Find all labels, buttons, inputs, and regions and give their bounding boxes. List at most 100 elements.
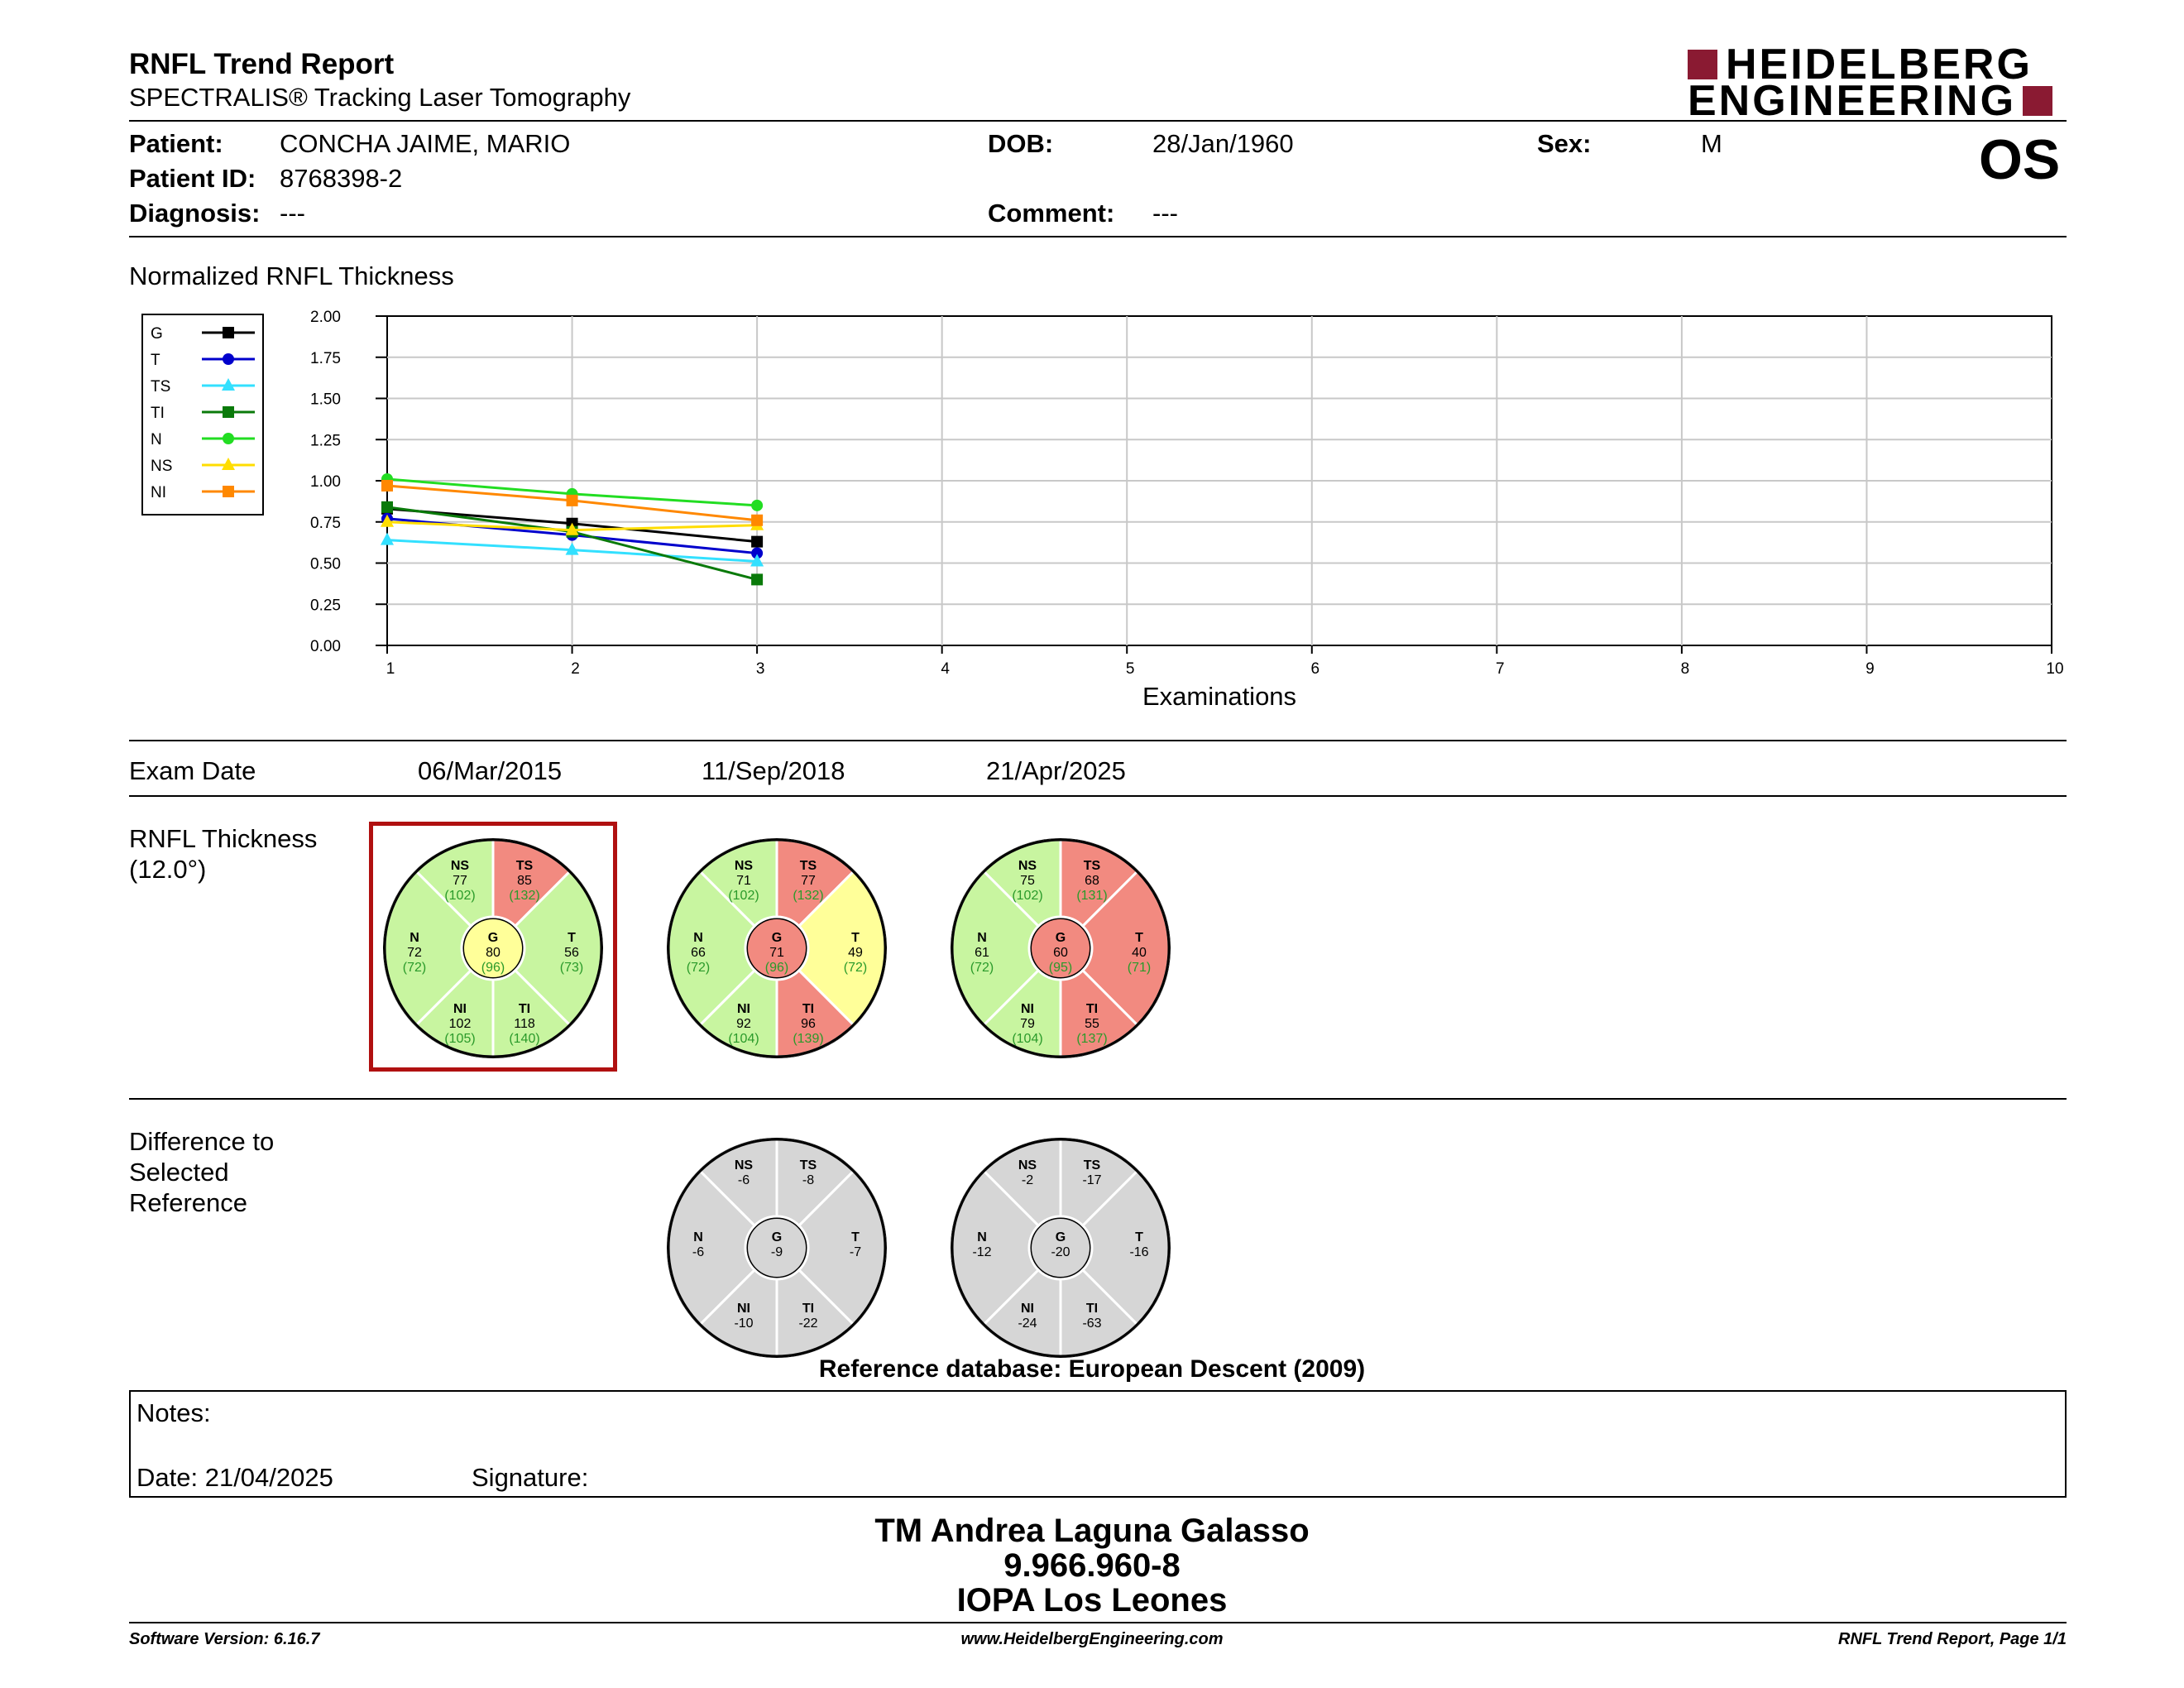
report-title: RNFL Trend Report xyxy=(129,48,395,80)
legend-marker-ns xyxy=(222,458,235,470)
rnfl-circle-2: NS71(102)TS77(132)N66(72)T49(72)NI92(104… xyxy=(667,838,887,1058)
y-tick-label: 1.50 xyxy=(310,391,341,409)
legend-label-n: N xyxy=(151,431,162,448)
sector-value-t: -7 xyxy=(850,1245,861,1259)
sector-normative-ni: (104) xyxy=(728,1032,759,1046)
notes-label: Notes: xyxy=(136,1398,211,1427)
sector-value-ni: -24 xyxy=(1018,1316,1037,1331)
divider xyxy=(129,1098,2067,1100)
sector-label-ns: NS xyxy=(451,859,470,873)
sector-g xyxy=(1032,1219,1090,1277)
sector-value-t: 56 xyxy=(564,946,579,960)
sector-normative-n: (72) xyxy=(403,961,426,975)
sector-value-ns: 77 xyxy=(453,874,467,888)
sex-value: M xyxy=(1701,129,1722,158)
sector-g xyxy=(1032,919,1090,977)
divider xyxy=(129,740,2067,741)
x-tick-label: 5 xyxy=(1126,660,1135,678)
sector-value-n: 72 xyxy=(407,946,422,960)
sector-label-n: N xyxy=(410,931,419,945)
sector-label-n: N xyxy=(693,931,703,945)
sector-label-t: T xyxy=(568,931,576,945)
sector-value-ts: 68 xyxy=(1085,874,1099,888)
circle-border xyxy=(667,1138,887,1358)
legend-marker-t xyxy=(223,353,234,365)
legend-marker-ni xyxy=(223,486,234,497)
sector-value-ti: -22 xyxy=(798,1316,817,1331)
point-n xyxy=(751,499,764,511)
sector-label-ni: NI xyxy=(737,1002,750,1016)
sector-value-ni: -10 xyxy=(734,1316,753,1331)
website-link[interactable]: www.HeidelbergEngineering.com xyxy=(960,1630,1224,1648)
y-tick-label: 0.50 xyxy=(310,556,341,573)
sector-value-n: -6 xyxy=(692,1245,704,1259)
legend-label-ni: NI xyxy=(151,484,166,501)
sector-label-g: G xyxy=(1056,931,1066,945)
circle-border xyxy=(951,1138,1171,1358)
circle-border xyxy=(667,838,887,1058)
x-tick-label: 4 xyxy=(941,660,950,678)
x-tick-label: 7 xyxy=(1496,660,1505,678)
diagnosis-label: Diagnosis: xyxy=(129,199,261,228)
patient-value: CONCHA JAIME, MARIO xyxy=(280,129,571,158)
sector-label-g: G xyxy=(488,931,498,945)
sector-label-t: T xyxy=(851,931,860,945)
sector-value-t: 40 xyxy=(1132,946,1147,960)
patient-id-label: Patient ID: xyxy=(129,164,256,193)
sector-normative-g: (96) xyxy=(765,961,788,975)
divider xyxy=(129,236,2067,237)
legend-label-ns: NS xyxy=(151,458,172,475)
sector-value-ns: 75 xyxy=(1020,874,1035,888)
sector-value-t: 49 xyxy=(848,946,863,960)
y-tick-label: 1.25 xyxy=(310,432,341,449)
chart-title: Normalized RNFL Thickness xyxy=(129,261,454,290)
legend-marker-ts xyxy=(222,378,235,391)
logo-line2: ENGINEERING xyxy=(1688,77,2017,125)
y-tick-label: 1.75 xyxy=(310,350,341,367)
point-ti xyxy=(381,501,393,513)
point-ns xyxy=(381,514,394,527)
sector-label-ni: NI xyxy=(453,1002,467,1016)
legend-label-t: T xyxy=(151,352,160,369)
x-tick-label: 9 xyxy=(1866,660,1875,678)
signer-institution: IOPA Los Leones xyxy=(956,1582,1228,1618)
sector-value-ts: 85 xyxy=(517,874,532,888)
sector-label-ni: NI xyxy=(737,1302,750,1316)
sector-label-ti: TI xyxy=(802,1302,814,1316)
sector-value-ti: -63 xyxy=(1082,1316,1101,1331)
sector-label-ti: TI xyxy=(1086,1302,1098,1316)
sector-label-ns: NS xyxy=(1018,1158,1037,1172)
sector-normative-g: (96) xyxy=(481,961,505,975)
y-tick-label: 0.75 xyxy=(310,515,341,532)
sector-label-ns: NS xyxy=(735,1158,754,1172)
exam-date-2: 11/Sep/2018 xyxy=(702,756,845,785)
legend-label-ts: TS xyxy=(151,378,170,396)
difference-circle-2: NS-2 TS-17 N-12 T-16 NI-24 TI-63 G-20 xyxy=(951,1138,1171,1358)
sector-value-n: 61 xyxy=(975,946,989,960)
sector-label-ts: TS xyxy=(1084,859,1101,873)
comment-label: Comment: xyxy=(988,199,1115,228)
exam-date-3: 21/Apr/2025 xyxy=(986,756,1126,785)
difference-label-2: Selected xyxy=(129,1158,229,1187)
sector-label-ts: TS xyxy=(800,859,817,873)
sector-label-t: T xyxy=(851,1230,860,1244)
sector-value-g: -20 xyxy=(1051,1245,1070,1259)
sector-value-ts: -17 xyxy=(1082,1173,1101,1187)
y-tick-label: 1.00 xyxy=(310,473,341,491)
sector-label-ti: TI xyxy=(519,1002,530,1016)
signature-label: Signature: xyxy=(472,1463,589,1492)
sector-g xyxy=(748,1219,806,1277)
sector-value-ns: -6 xyxy=(738,1173,750,1187)
difference-label-1: Difference to xyxy=(129,1127,275,1156)
sector-value-g: 71 xyxy=(769,946,784,960)
divider xyxy=(129,1622,2067,1623)
sector-value-ns: 71 xyxy=(736,874,751,888)
divider xyxy=(129,795,2067,797)
sector-label-n: N xyxy=(693,1230,703,1244)
eye-label: OS xyxy=(1979,128,2061,191)
sector-value-g: -9 xyxy=(771,1245,783,1259)
x-tick-label: 2 xyxy=(571,660,580,678)
circle-border xyxy=(383,838,603,1058)
